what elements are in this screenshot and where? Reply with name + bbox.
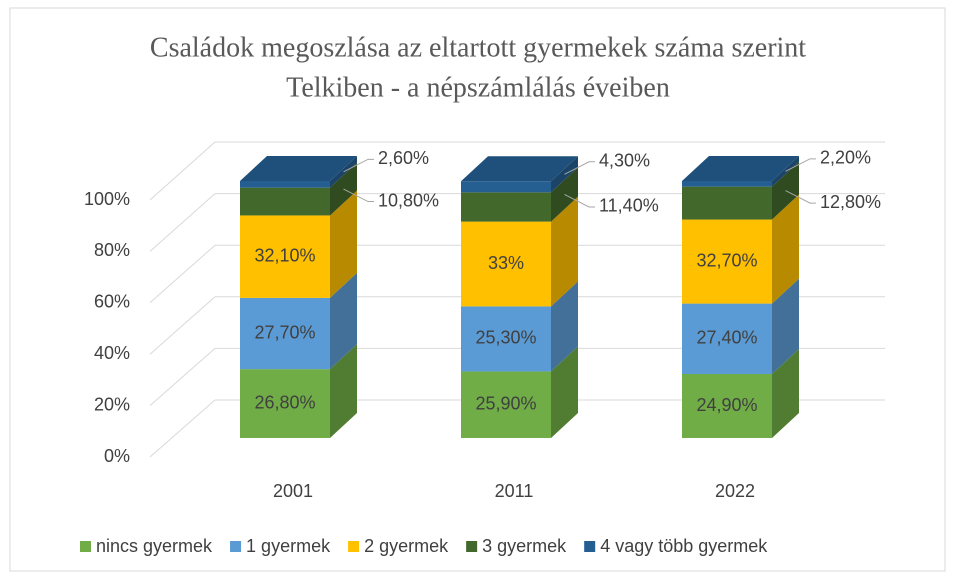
y-tick-label: 80% [94,240,130,260]
grid-line [149,244,216,304]
legend-swatch [584,541,596,552]
data-label: 25,30% [475,328,536,348]
legend-swatch [466,541,478,552]
y-tick-label: 20% [94,394,130,414]
legend-label: 4 vagy több gyermek [600,536,768,556]
bar-segment [461,192,551,222]
leader-line [564,194,595,208]
chart-title: Családok megoszlása az eltartott gyermek… [150,32,806,63]
y-tick-label: 0% [104,446,130,466]
bar-segment-side [330,190,357,298]
bar-segment [240,369,330,438]
leader-line [785,158,816,172]
bar-top [461,156,578,182]
data-label: 32,70% [696,250,757,270]
chart-subtitle: Telkiben - a népszámlálás éveiben [286,72,670,103]
bar-segment-side [551,196,578,307]
bar-segment-side [772,194,799,304]
grid-line [149,399,216,458]
bar-segment [461,221,551,307]
x-tick-label: 2022 [715,481,755,501]
bar-segment [240,215,330,298]
bar-segment-side [330,272,357,370]
data-label: 27,70% [254,322,315,342]
grid-line [149,141,216,201]
x-tick-label: 2011 [495,481,534,501]
grid-line [149,348,216,406]
bar-segment [461,181,551,193]
legend-label: 1 gyermek [246,536,331,556]
bar-segment [240,181,330,188]
bar-segment-side [772,349,799,438]
grid-line [149,296,216,355]
y-tick-label: 100% [84,189,130,209]
data-label: 24,90% [696,395,757,415]
y-tick-label: 60% [94,292,130,312]
data-label: 25,90% [475,393,536,413]
bar-segment [461,306,551,372]
data-label: 32,10% [254,245,315,265]
grid-line [149,193,216,252]
data-label: 27,40% [696,328,757,348]
data-label: 4,30% [599,151,650,171]
leader-line [343,158,374,173]
legend-label: 3 gyermek [482,536,567,556]
bar-segment [682,374,772,438]
bar-segment [682,303,772,375]
bar-segment [240,187,330,216]
bar-top [240,156,357,181]
bar-segment [682,186,772,220]
data-label: 12,80% [820,192,881,212]
bar-top [682,156,799,181]
legend-swatch [348,541,360,552]
data-label: 10,80% [378,190,439,210]
bar-segment [682,219,772,304]
bar-segment [461,371,551,438]
data-label: 2,20% [820,148,871,168]
data-label: 33% [488,253,524,273]
bar-segment-side [551,346,578,438]
leader-line [564,161,595,175]
data-label: 2,60% [378,148,429,168]
data-label: 26,80% [254,392,315,412]
leader-line [785,190,816,204]
legend-swatch [80,541,91,552]
bar-segment-side [551,281,578,372]
bar-segment-side [772,278,799,375]
bar-segment [682,181,772,187]
legend-swatch [230,541,242,552]
bar-segment [240,297,330,370]
y-tick-label: 40% [94,343,130,363]
data-label: 11,40% [599,196,659,216]
bar-segment-side [330,344,357,438]
legend-label: nincs gyermek [96,536,213,556]
legend-label: 2 gyermek [364,536,449,556]
x-tick-label: 2001 [273,481,313,501]
leader-line [343,188,374,203]
